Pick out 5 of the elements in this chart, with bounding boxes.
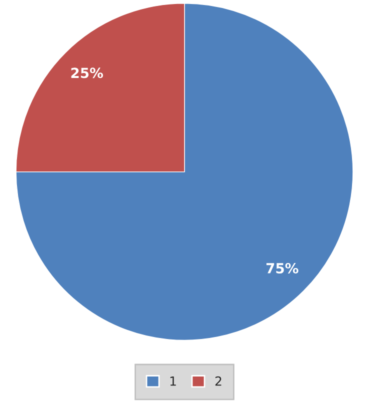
- pie-slice: [16, 3, 354, 341]
- data-label: 75%: [266, 263, 298, 274]
- legend-label: 2: [215, 376, 222, 386]
- data-label: 25%: [71, 68, 104, 78]
- legend-label: 1: [170, 376, 176, 386]
